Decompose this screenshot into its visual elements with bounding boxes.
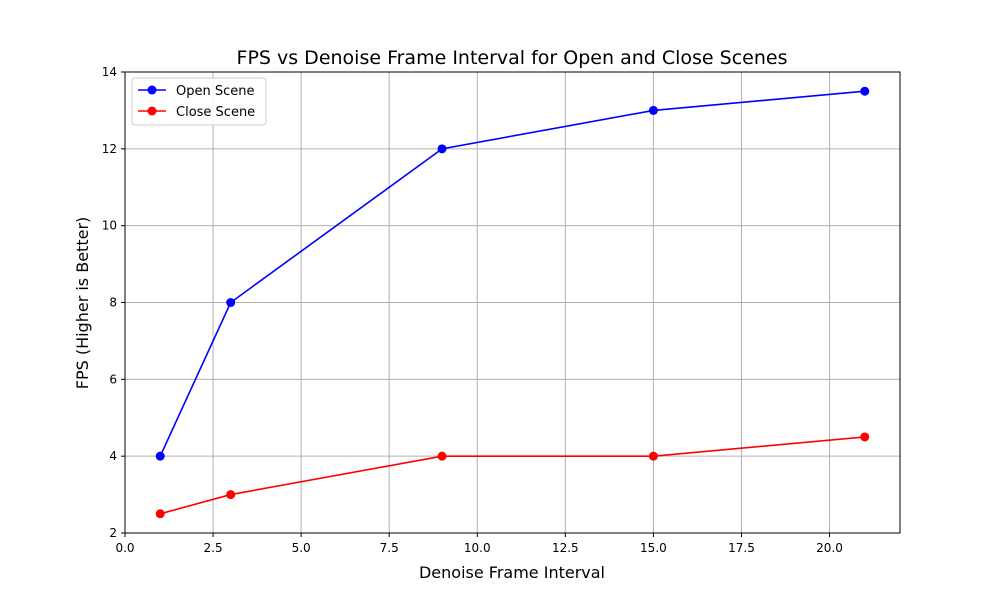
x-tick-label: 0.0 [115, 541, 134, 555]
data-point [437, 451, 447, 461]
legend-marker [147, 106, 157, 116]
x-tick-label: 15.0 [640, 541, 667, 555]
legend-label: Open Scene [176, 84, 255, 99]
y-tick-label: 12 [102, 142, 117, 156]
data-point [226, 298, 236, 307]
y-tick-label: 14 [102, 65, 117, 79]
axis-ticks: 0.0 2.5 5.0 7.5 10.0 12.5 15.0 17.5 20.0 2 4 6 8 10 12… [102, 65, 843, 555]
x-tick-label: 17.5 [728, 541, 755, 555]
series-group [155, 86, 870, 519]
data-point [648, 451, 658, 461]
legend-entry: Close Scene [138, 105, 255, 120]
data-point [860, 86, 870, 96]
y-tick-label: 8 [109, 296, 117, 310]
legend: Open Scene Close Scene [131, 77, 267, 126]
x-axis-label: Denoise Frame Interval [419, 563, 605, 582]
x-tick-label: 20.0 [816, 541, 843, 555]
x-tick-label: 12.5 [552, 541, 579, 555]
data-point [155, 451, 165, 461]
x-tick-label: 5.0 [292, 541, 311, 555]
data-point [648, 105, 658, 115]
data-point [155, 509, 165, 519]
series-0 [155, 86, 870, 461]
data-point [437, 144, 447, 154]
legend-entry: Open Scene [138, 84, 255, 99]
data-point [226, 490, 236, 500]
series-line [160, 436, 865, 515]
x-tick-label: 7.5 [380, 541, 399, 555]
x-tick-label: 10.0 [464, 541, 491, 555]
legend-label: Close Scene [176, 105, 255, 120]
y-axis-label: FPS (Higher is Better) [73, 217, 92, 390]
y-tick-label: 10 [102, 219, 117, 233]
data-point [860, 432, 870, 442]
y-tick-label: 4 [109, 449, 117, 463]
y-tick-label: 6 [109, 372, 117, 386]
series-line [159, 90, 865, 457]
grid-lines [124, 71, 900, 534]
series-1 [155, 432, 870, 519]
y-tick-label: 2 [109, 526, 117, 540]
legend-marker [147, 85, 157, 95]
x-tick-label: 2.5 [204, 541, 223, 555]
chart-title: FPS vs Denoise Frame Interval for Open a… [237, 47, 788, 69]
